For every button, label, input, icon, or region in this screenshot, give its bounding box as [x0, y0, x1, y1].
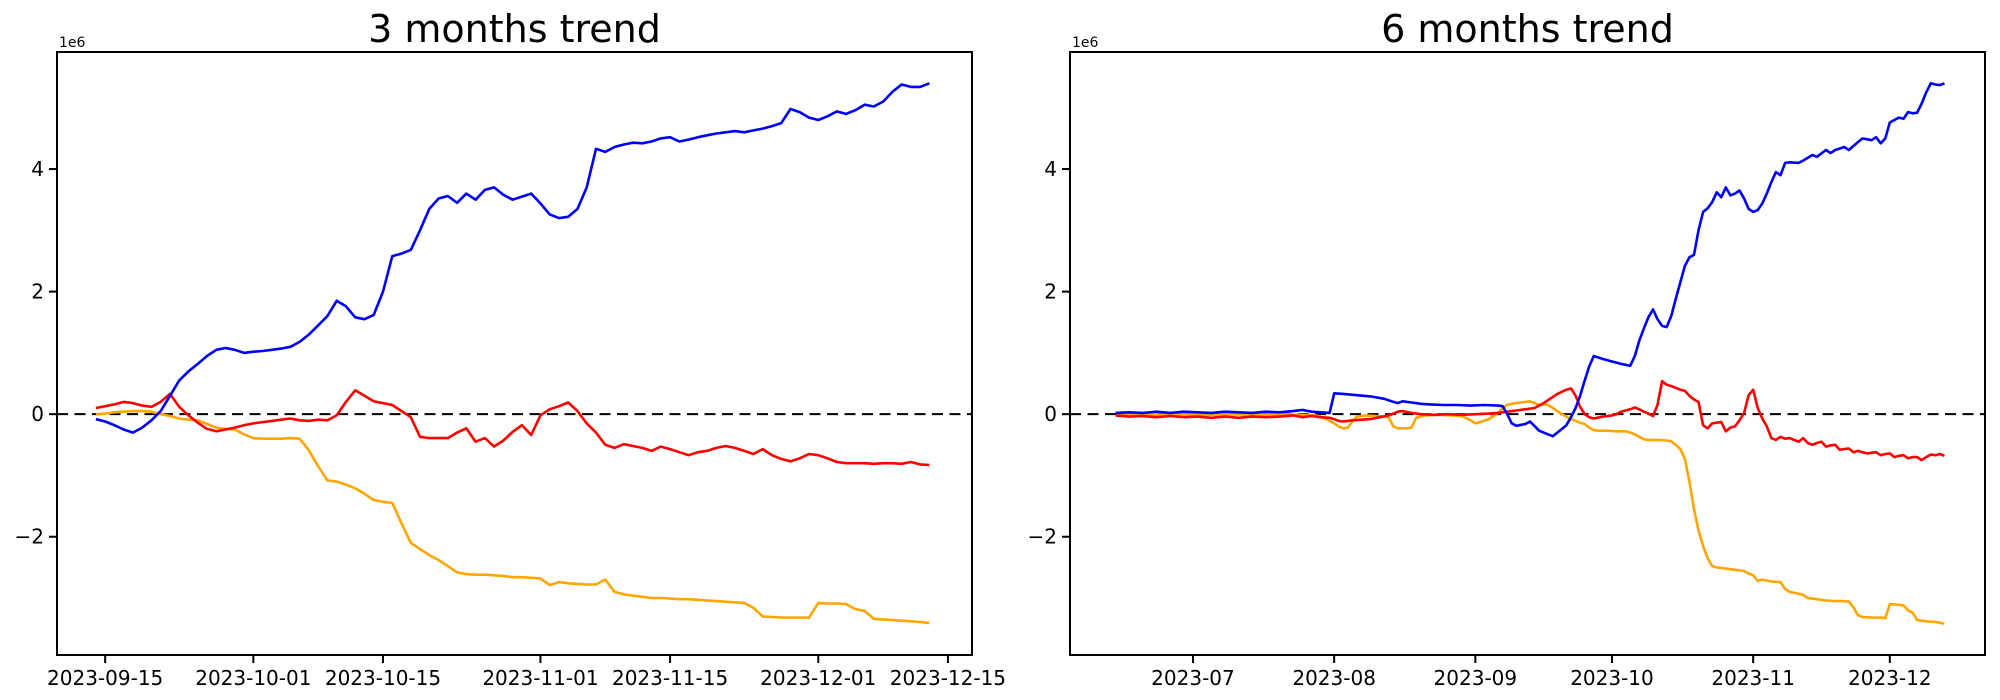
x-tick-label: 2023-10	[1570, 666, 1654, 690]
x-tick-label: 2023-09	[1434, 666, 1518, 690]
axes-frame	[1069, 51, 1986, 656]
x-tick-label: 2023-09-15	[47, 666, 163, 690]
x-tick-label: 2023-11	[1711, 666, 1795, 690]
y-axis-offset-label: 1e6	[1072, 35, 1099, 51]
x-tick-label: 2023-12-15	[890, 666, 1006, 690]
y-tick-label: −2	[1028, 525, 1057, 549]
y-tick-label: 2	[31, 280, 44, 304]
series-red-line	[1115, 379, 1945, 462]
y-tick-label: 0	[1044, 402, 1057, 426]
x-tick-label: 2023-10-01	[195, 666, 311, 690]
y-tick-label: 2	[1044, 280, 1057, 304]
x-tick-label: 2023-11-15	[612, 666, 728, 690]
axes-frame	[56, 51, 973, 656]
x-tick-label: 2023-10-15	[325, 666, 441, 690]
y-tick-label: −2	[15, 525, 44, 549]
y-axis-offset-label: 1e6	[59, 35, 86, 51]
x-tick-label: 2023-08	[1292, 666, 1376, 690]
series-orange-line	[1115, 399, 1945, 625]
series-red-line	[95, 388, 930, 467]
x-tick-label: 2023-12	[1848, 666, 1932, 690]
x-tick-label: 2023-12-01	[760, 666, 876, 690]
y-tick-label: 4	[1044, 157, 1057, 181]
x-tick-label: 2023-11-01	[482, 666, 598, 690]
series-blue-line	[1115, 82, 1945, 438]
chart-title: 3 months trend	[368, 7, 661, 51]
x-tick-label: 2023-07	[1151, 666, 1235, 690]
y-tick-label: 4	[31, 157, 44, 181]
series-orange-line	[95, 409, 930, 625]
chart-title: 6 months trend	[1381, 7, 1674, 51]
series-blue-line	[95, 82, 930, 434]
y-tick-label: 0	[31, 402, 44, 426]
